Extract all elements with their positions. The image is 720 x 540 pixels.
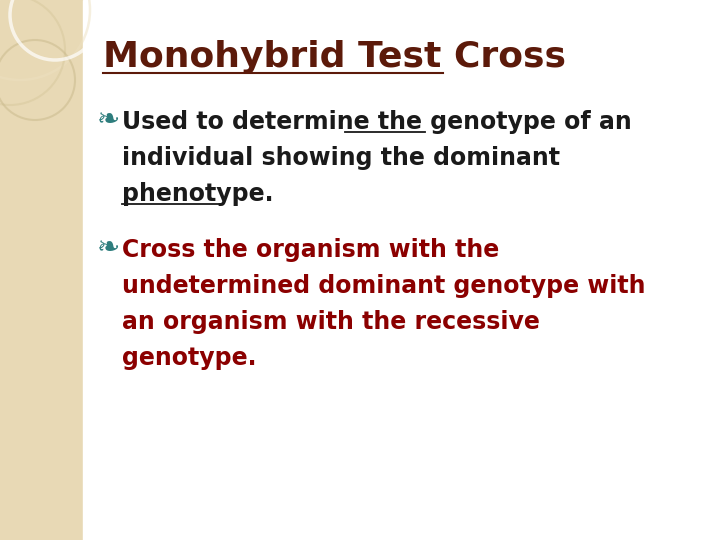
- Text: undetermined dominant genotype with: undetermined dominant genotype with: [122, 274, 646, 298]
- Text: ❧: ❧: [97, 234, 120, 262]
- Bar: [0, 0, 83, 540]
- Text: an organism with the recessive: an organism with the recessive: [122, 310, 540, 334]
- Bar: [83, 0, 720, 540]
- Text: Monohybrid Test Cross: Monohybrid Test Cross: [103, 40, 566, 74]
- Text: Used to determine the genotype of an: Used to determine the genotype of an: [122, 110, 631, 134]
- Text: genotype.: genotype.: [122, 346, 256, 370]
- Text: individual showing the dominant: individual showing the dominant: [122, 146, 560, 170]
- Text: phenotype.: phenotype.: [122, 182, 274, 206]
- Text: ❧: ❧: [97, 106, 120, 134]
- Text: Cross the organism with the: Cross the organism with the: [122, 238, 499, 262]
